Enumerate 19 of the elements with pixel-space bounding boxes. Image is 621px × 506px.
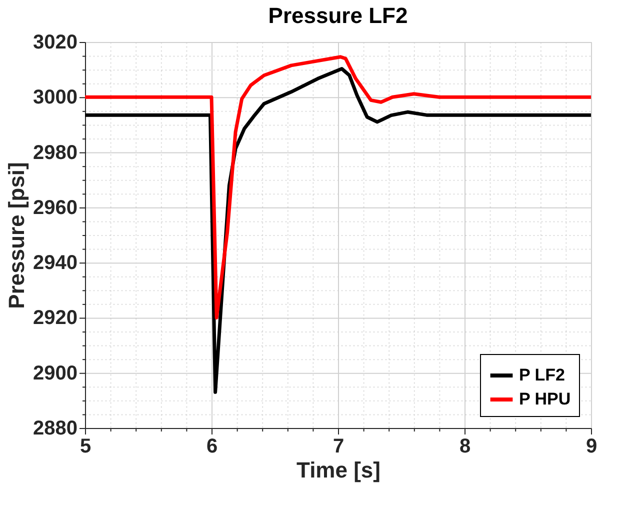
chart-title: Pressure LF2 — [268, 3, 408, 28]
x-tick-label: 6 — [206, 436, 218, 458]
x-axis-title: Time [s] — [296, 458, 380, 482]
y-tick-label: 2880 — [33, 418, 78, 440]
legend-label: P HPU — [519, 390, 571, 408]
y-tick-label: 2960 — [33, 196, 78, 219]
x-tick-label: 7 — [332, 436, 344, 458]
y-tick-label: 2900 — [33, 362, 78, 384]
line-series — [85, 55, 591, 320]
x-tick-label: 5 — [80, 436, 92, 458]
x-tick-label: 9 — [586, 436, 598, 458]
legend-label: P LF2 — [519, 366, 565, 384]
y-tick-label: 2920 — [33, 307, 78, 330]
y-axis-title: Pressure [psi] — [4, 162, 30, 309]
y-tick-label: 3000 — [33, 86, 78, 109]
y-tick-label: 3020 — [33, 32, 78, 54]
x-tick-label: 8 — [459, 436, 471, 458]
y-tick-label: 2980 — [33, 142, 78, 164]
y-tick-label: 2940 — [33, 252, 78, 274]
